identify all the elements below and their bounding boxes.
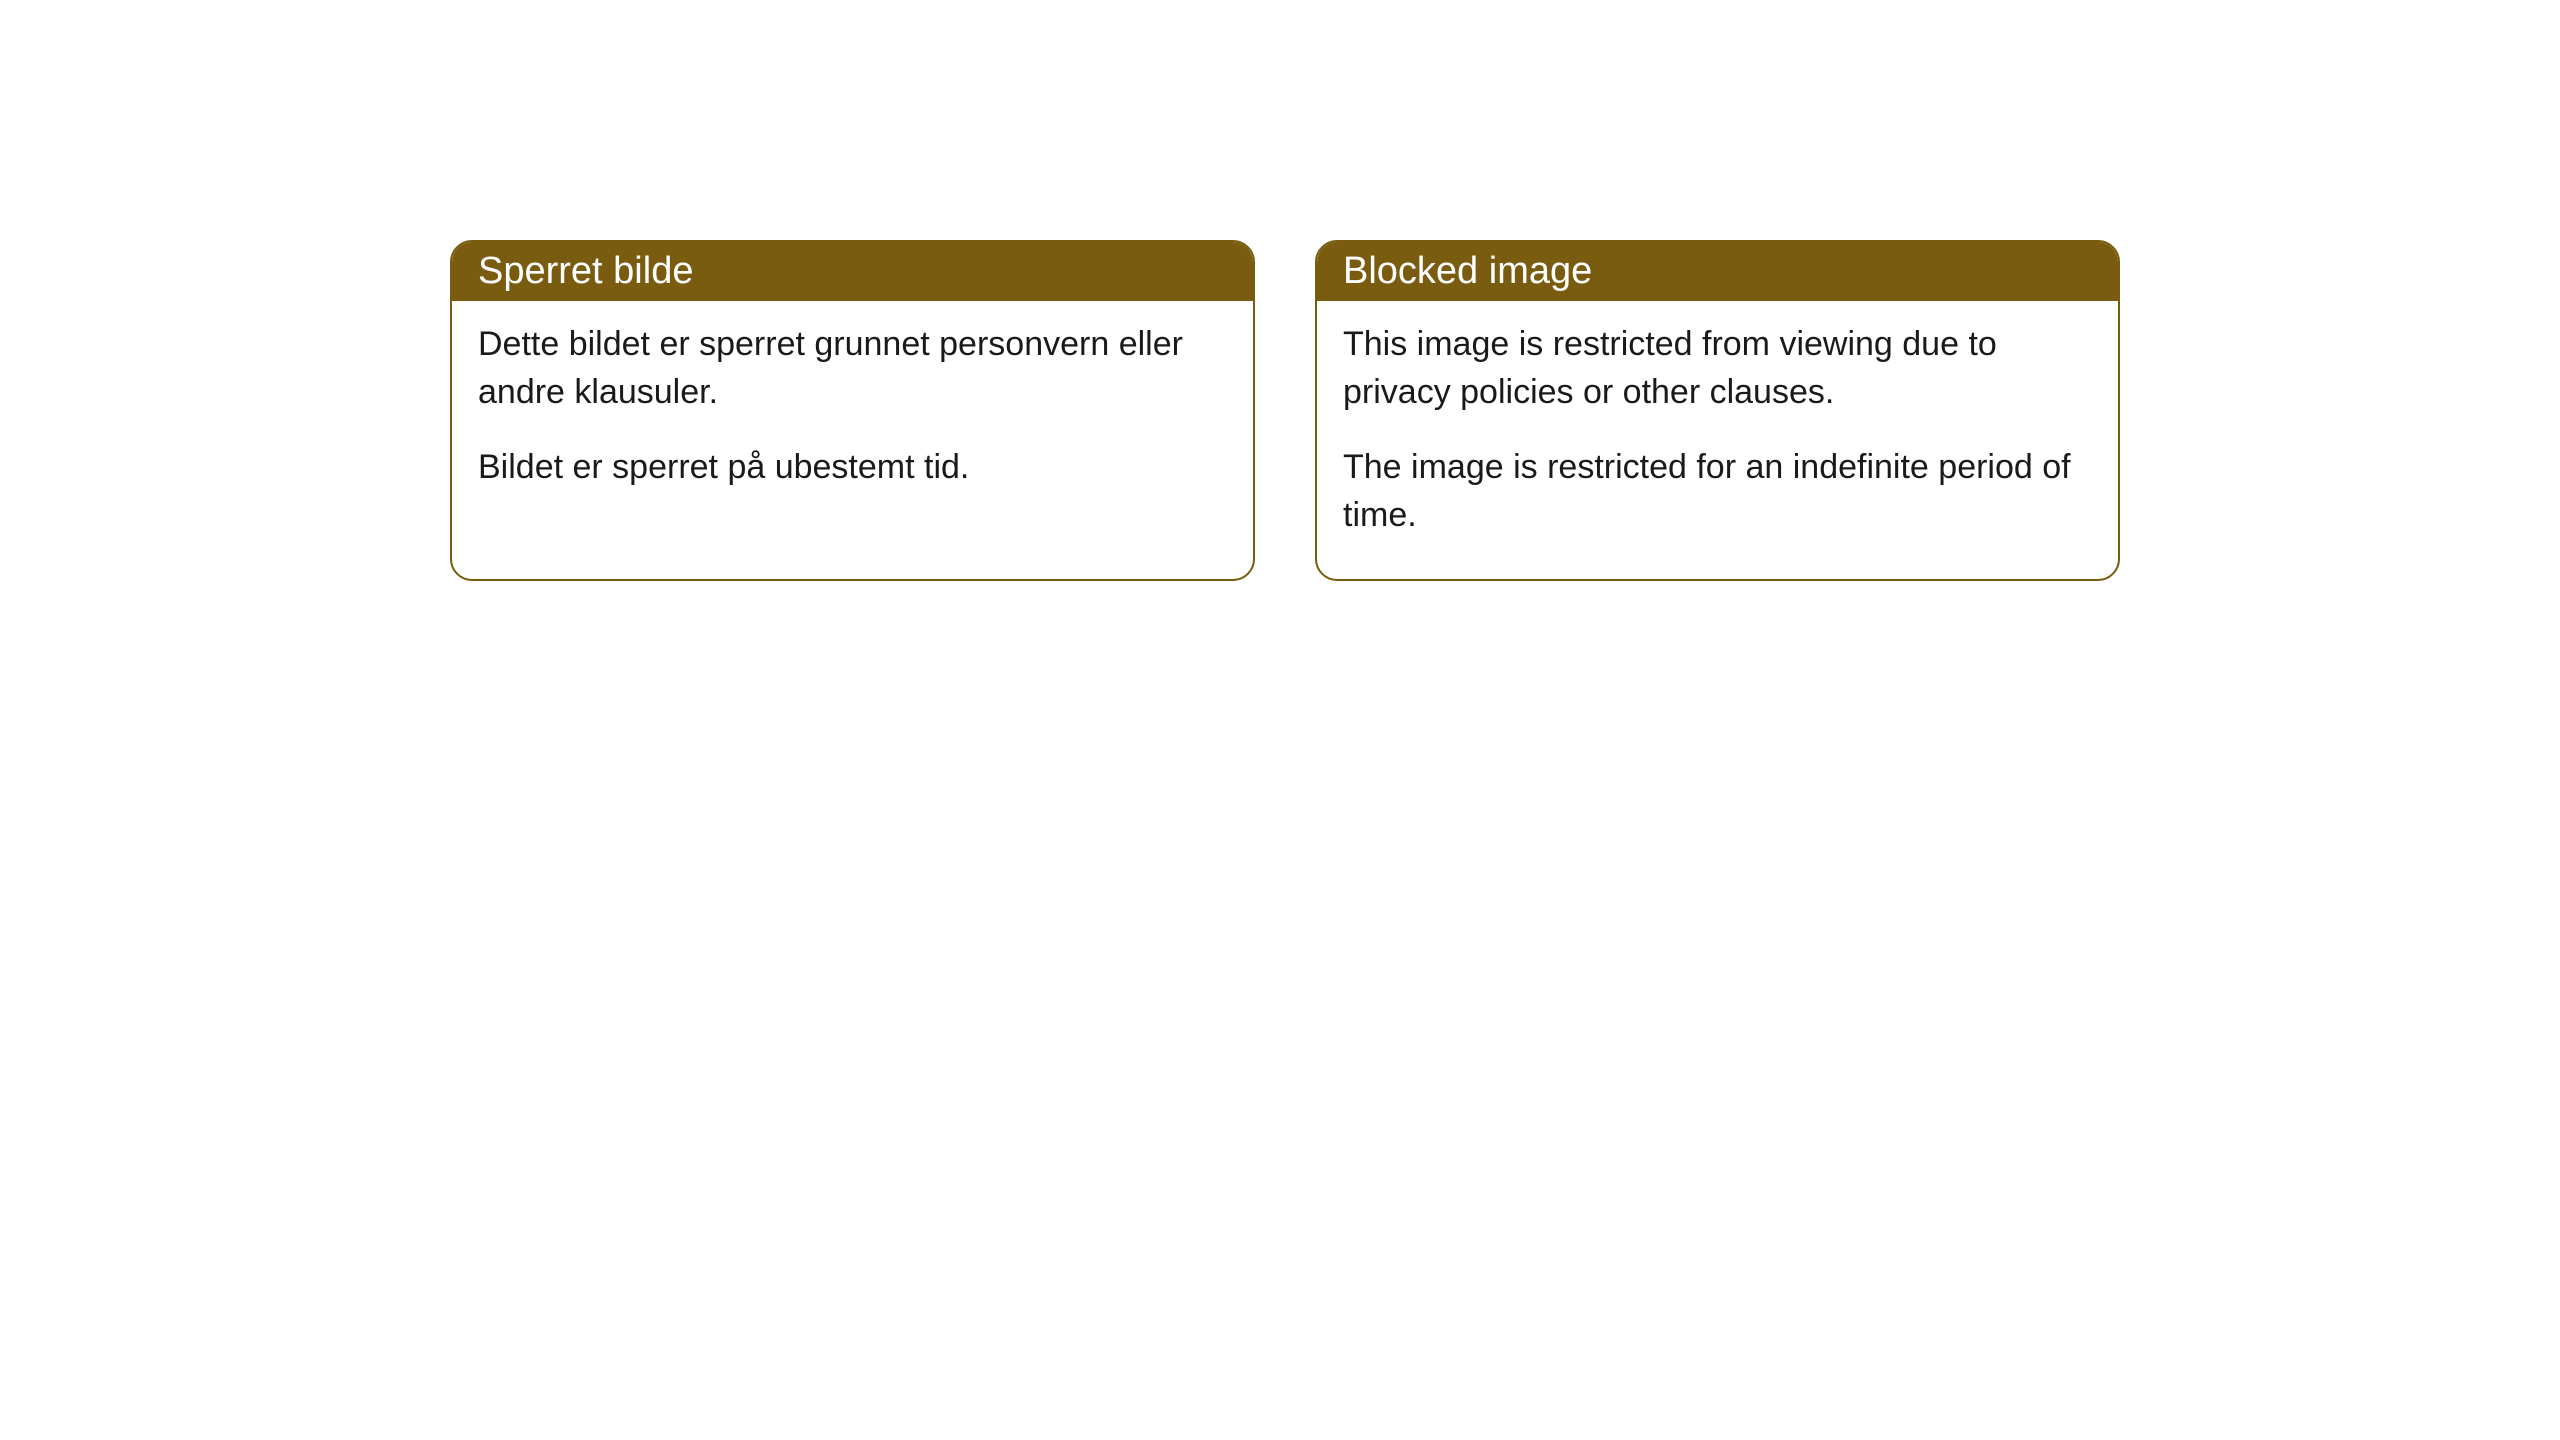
card-title: Blocked image [1343,250,1592,292]
card-body-english: This image is restricted from viewing du… [1317,301,2118,579]
blocked-image-card-english: Blocked image This image is restricted f… [1315,240,2120,581]
card-header-norwegian: Sperret bilde [452,242,1253,301]
card-paragraph: The image is restricted for an indefinit… [1343,444,2092,539]
card-paragraph: This image is restricted from viewing du… [1343,321,2092,416]
card-title: Sperret bilde [478,250,693,292]
card-paragraph: Dette bildet er sperret grunnet personve… [478,321,1227,416]
cards-container: Sperret bilde Dette bildet er sperret gr… [450,240,2120,581]
card-header-english: Blocked image [1317,242,2118,301]
card-body-norwegian: Dette bildet er sperret grunnet personve… [452,301,1253,532]
card-paragraph: Bildet er sperret på ubestemt tid. [478,444,1227,492]
blocked-image-card-norwegian: Sperret bilde Dette bildet er sperret gr… [450,240,1255,581]
